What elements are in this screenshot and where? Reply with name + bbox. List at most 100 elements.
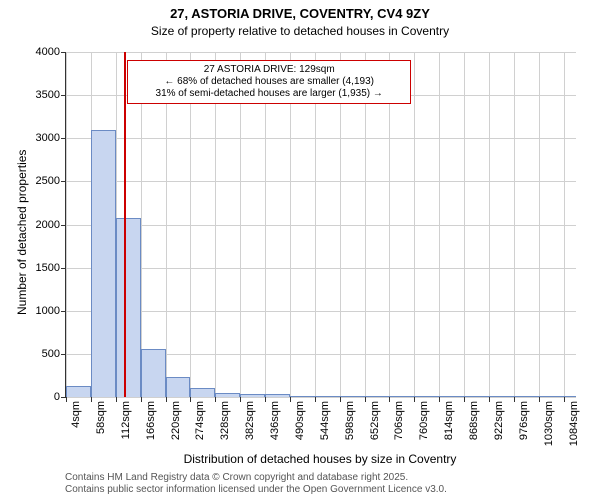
gridline [66, 311, 576, 312]
ytick-label: 1500 [36, 262, 66, 274]
histogram-bar [439, 396, 464, 397]
xtick-mark [389, 397, 390, 402]
xtick-label: 706sqm [393, 397, 405, 440]
vgridline [464, 52, 465, 397]
xtick-mark [365, 397, 366, 402]
xtick-mark [539, 397, 540, 402]
ytick-label: 2000 [36, 219, 66, 231]
footer-line1: Contains HM Land Registry data © Crown c… [65, 472, 447, 484]
annotation-box: 27 ASTORIA DRIVE: 129sqm← 68% of detache… [127, 60, 411, 104]
histogram-bar [464, 396, 489, 397]
xtick-mark [190, 397, 191, 402]
ytick-label: 500 [42, 348, 66, 360]
histogram-bar [340, 396, 365, 397]
annotation-line2: ← 68% of detached houses are smaller (4,… [134, 76, 404, 88]
vgridline [539, 52, 540, 397]
footer-line2: Contains public sector information licen… [65, 484, 447, 496]
histogram-bar [414, 396, 439, 397]
xtick-mark [514, 397, 515, 402]
gridline [66, 225, 576, 226]
ytick-label: 1000 [36, 305, 66, 317]
marker-line [124, 52, 126, 397]
title-line2: Size of property relative to detached ho… [151, 24, 449, 38]
histogram-bar [489, 396, 514, 397]
xtick-label: 490sqm [294, 397, 306, 440]
xtick-mark [116, 397, 117, 402]
xtick-mark [91, 397, 92, 402]
histogram-bar [141, 349, 166, 397]
histogram-bar [389, 396, 414, 397]
xtick-mark [564, 397, 565, 402]
gridline [66, 268, 576, 269]
xtick-mark [340, 397, 341, 402]
xtick-label: 814sqm [443, 397, 455, 440]
xtick-mark [66, 397, 67, 402]
xtick-label: 436sqm [269, 397, 281, 440]
histogram-bar [290, 396, 315, 397]
xtick-label: 112sqm [120, 397, 132, 439]
chart-container: 27, ASTORIA DRIVE, COVENTRY, CV4 9ZY Siz… [0, 0, 600, 500]
xtick-label: 922sqm [493, 397, 505, 440]
chart-title: 27, ASTORIA DRIVE, COVENTRY, CV4 9ZY [0, 6, 600, 21]
xtick-label: 58sqm [95, 397, 107, 434]
xtick-label: 382sqm [244, 397, 256, 440]
xtick-mark [240, 397, 241, 402]
ytick-label: 3500 [36, 89, 66, 101]
xtick-mark [315, 397, 316, 402]
histogram-bar [315, 396, 340, 397]
xtick-mark [215, 397, 216, 402]
xtick-label: 760sqm [418, 397, 430, 440]
histogram-bar [539, 396, 564, 397]
histogram-bar [240, 394, 265, 397]
ytick-label: 3000 [36, 132, 66, 144]
xtick-mark [464, 397, 465, 402]
xtick-label: 1084sqm [568, 397, 580, 446]
xtick-mark [439, 397, 440, 402]
footer-attribution: Contains HM Land Registry data © Crown c… [65, 472, 447, 496]
vgridline [414, 52, 415, 397]
xtick-label: 4sqm [70, 397, 82, 428]
histogram-bar [265, 394, 290, 397]
histogram-bar [564, 396, 576, 397]
xtick-label: 598sqm [344, 397, 356, 440]
ytick-label: 4000 [36, 46, 66, 58]
vgridline [564, 52, 565, 397]
gridline [66, 138, 576, 139]
xtick-label: 1030sqm [543, 397, 555, 446]
histogram-bar [514, 396, 539, 397]
vgridline [489, 52, 490, 397]
annotation-line1: 27 ASTORIA DRIVE: 129sqm [134, 64, 404, 76]
vgridline [439, 52, 440, 397]
xtick-label: 274sqm [194, 397, 206, 440]
xtick-mark [265, 397, 266, 402]
histogram-bar [116, 218, 141, 397]
histogram-bar [91, 130, 116, 397]
xtick-label: 976sqm [518, 397, 530, 440]
ytick-label: 2500 [36, 175, 66, 187]
y-axis-label: Number of detached properties [15, 149, 29, 314]
vgridline [514, 52, 515, 397]
xtick-label: 652sqm [369, 397, 381, 440]
histogram-bar [166, 377, 191, 397]
histogram-bar [215, 393, 240, 397]
xtick-mark [489, 397, 490, 402]
xtick-label: 220sqm [170, 397, 182, 440]
xtick-mark [141, 397, 142, 402]
xtick-label: 544sqm [319, 397, 331, 440]
vgridline [66, 52, 67, 397]
histogram-bar [66, 386, 91, 397]
gridline [66, 52, 576, 53]
annotation-line3: 31% of semi-detached houses are larger (… [134, 88, 404, 100]
xtick-mark [414, 397, 415, 402]
xtick-label: 328sqm [219, 397, 231, 440]
x-axis-label: Distribution of detached houses by size … [65, 452, 575, 466]
plot-area: 050010001500200025003000350040004sqm58sq… [65, 52, 576, 398]
histogram-bar [190, 388, 215, 397]
gridline [66, 181, 576, 182]
ytick-label: 0 [54, 391, 66, 403]
xtick-mark [290, 397, 291, 402]
chart-subtitle: Size of property relative to detached ho… [0, 24, 600, 38]
title-line1: 27, ASTORIA DRIVE, COVENTRY, CV4 9ZY [170, 6, 430, 21]
xtick-mark [166, 397, 167, 402]
xtick-label: 868sqm [468, 397, 480, 440]
